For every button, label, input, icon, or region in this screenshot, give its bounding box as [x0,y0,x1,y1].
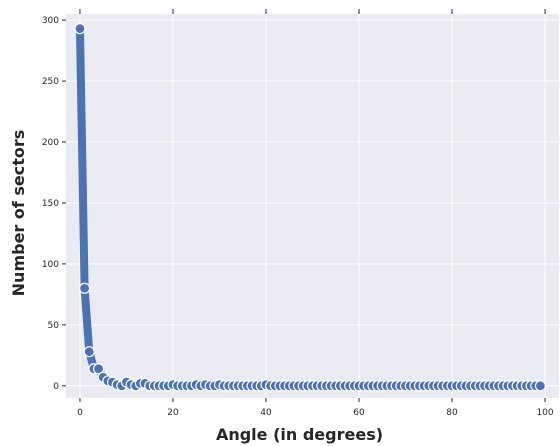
x-tick-label: 60 [353,408,365,418]
y-tick-label: 100 [42,260,59,270]
data-point [74,23,86,35]
plot-background [66,14,559,398]
data-point [83,346,95,358]
y-axis-title: Number of sectors [9,130,28,297]
data-point [92,363,105,375]
data-point [534,380,546,392]
tick-labels: 0 20 40 60 80 100 0 50 100 150 200 250 300 [42,16,554,418]
axis-ticks [62,9,546,402]
x-tick-label: 40 [260,408,272,418]
y-tick-label: 200 [42,138,59,148]
y-tick-label: 150 [42,199,59,209]
x-tick-label: 0 [77,408,83,418]
y-tick-label: 300 [42,16,59,26]
x-tick-label: 20 [167,408,179,418]
y-tick-label: 50 [48,321,60,331]
y-tick-label: 0 [53,382,59,392]
grid [66,14,559,398]
data-point [79,282,91,294]
y-tick-label: 250 [42,77,59,87]
series-layer [74,23,546,392]
x-tick-label: 100 [536,408,553,418]
x-axis-title: Angle (in degrees) [216,425,383,444]
x-tick-label: 80 [446,408,458,418]
